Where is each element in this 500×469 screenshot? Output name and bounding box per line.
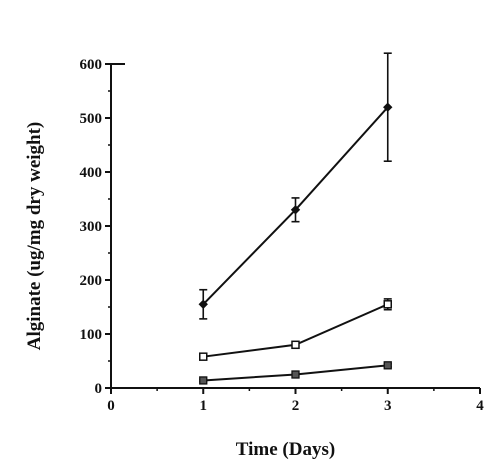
series-layer xyxy=(198,52,393,385)
data-point xyxy=(383,102,393,112)
series-1 xyxy=(198,52,393,320)
y-tick-label: 500 xyxy=(80,111,103,127)
series-2 xyxy=(199,298,392,361)
y-tick-label: 400 xyxy=(80,165,103,181)
x-tick-label: 4 xyxy=(476,398,484,414)
ticks: 0 100 200 300 400 500 600 0 1 2 3 4 xyxy=(80,57,485,414)
data-point xyxy=(291,370,300,379)
axes xyxy=(110,63,480,389)
data-point xyxy=(383,300,392,309)
y-tick-label: 300 xyxy=(80,219,103,235)
x-tick-label: 1 xyxy=(200,398,208,414)
data-point xyxy=(290,205,301,215)
y-tick-label: 100 xyxy=(80,327,103,343)
data-point xyxy=(198,299,208,310)
y-tick-label: 0 xyxy=(95,381,103,397)
x-tick-label: 3 xyxy=(384,398,392,414)
data-point xyxy=(199,352,208,361)
series-3 xyxy=(199,361,392,385)
data-point xyxy=(383,361,392,370)
y-tick-label: 600 xyxy=(80,57,103,73)
y-axis-label: Alginate (ug/mg dry weight) xyxy=(24,122,45,351)
data-point xyxy=(199,376,208,385)
data-point xyxy=(291,340,300,350)
x-axis-label: Time (Days) xyxy=(236,439,335,460)
y-tick-label: 200 xyxy=(80,273,103,289)
x-tick-label: 0 xyxy=(107,398,115,414)
x-tick-label: 2 xyxy=(292,398,300,414)
